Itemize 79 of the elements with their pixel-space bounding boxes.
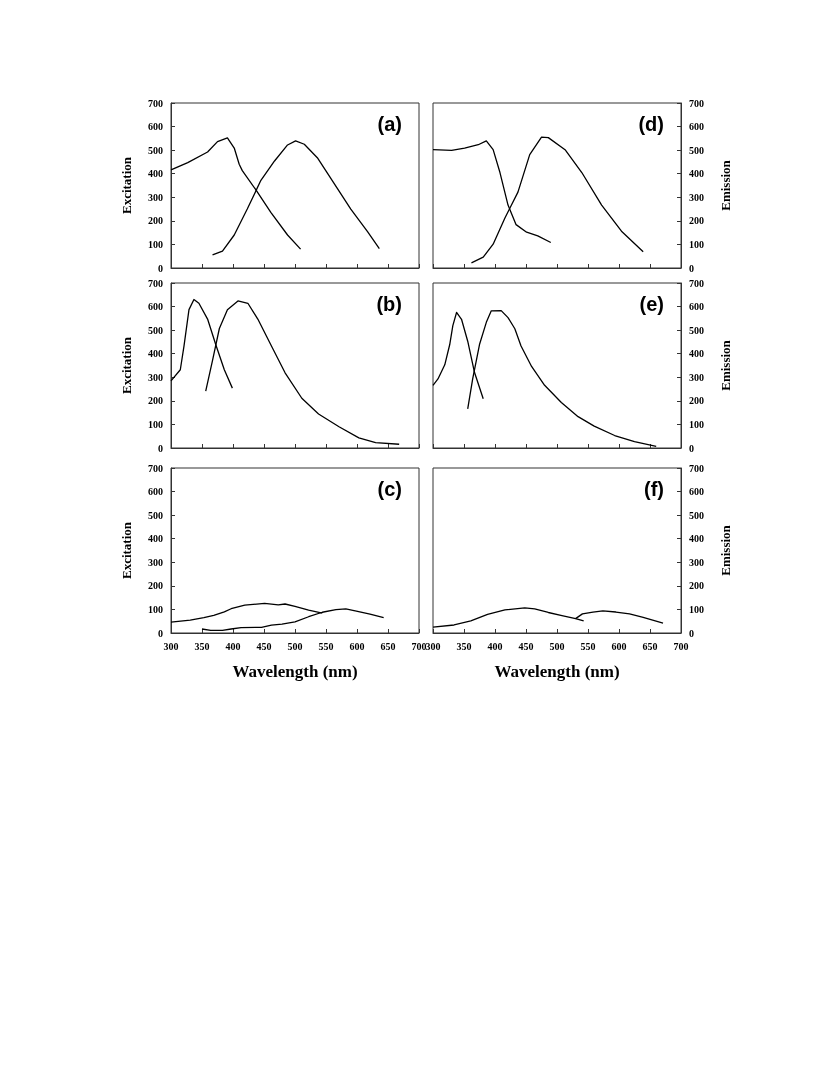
y2-tick-label: 700 (689, 462, 704, 474)
x-axis-title: Wavelength (nm) (232, 662, 358, 681)
y2-axis-title: Emission (718, 339, 733, 391)
y-tick-label: 200 (148, 215, 163, 227)
y-tick-label: 400 (148, 533, 163, 545)
y-tick-label: 200 (148, 395, 163, 407)
x-tick-label: 350 (194, 640, 210, 652)
y2-tick-label: 400 (689, 533, 704, 545)
y2-tick-label: 300 (689, 371, 704, 383)
y-axis-title: Excitation (119, 336, 134, 395)
y2-axis-title: Emission (718, 524, 733, 576)
y-tick-label: 500 (148, 324, 163, 336)
y-tick-label: 300 (148, 371, 163, 383)
y-tick-label: 400 (148, 348, 163, 360)
text: (b) (376, 293, 403, 315)
y2-tick-label: 300 (689, 556, 704, 568)
y2-tick-label: 100 (689, 418, 704, 430)
x-tick-label: 500 (287, 640, 303, 652)
text: (e) (639, 293, 665, 315)
text: (d) (638, 113, 665, 135)
y-tick-label: 700 (148, 97, 163, 109)
x-tick-label: 600 (611, 640, 627, 652)
y-tick-label: 700 (148, 277, 163, 289)
y2-tick-label: 200 (689, 215, 704, 227)
y2-tick-label: 300 (689, 191, 704, 203)
x-axis-title: Wavelength (nm) (494, 662, 620, 681)
y2-tick-label: 200 (689, 395, 704, 407)
y2-tick-label: 700 (689, 277, 704, 289)
y-tick-label: 600 (148, 121, 163, 133)
y-tick-label: 500 (148, 509, 163, 521)
y2-tick-label: 100 (689, 603, 704, 615)
text: (a) (377, 113, 403, 135)
text: (c) (377, 478, 403, 500)
x-tick-label: 450 (518, 640, 534, 652)
x-tick-label: 700 (673, 640, 689, 652)
y2-tick-label: 400 (689, 168, 704, 180)
x-tick-label: 500 (549, 640, 565, 652)
y2-tick-label: 0 (689, 262, 694, 274)
y2-tick-label: 200 (689, 580, 704, 592)
y2-tick-label: 600 (689, 301, 704, 313)
y-tick-label: 0 (158, 442, 163, 454)
y-axis-title: Excitation (119, 521, 134, 580)
y2-tick-label: 100 (689, 238, 704, 250)
y-axis-title: Excitation (119, 156, 134, 215)
text: (f) (644, 478, 664, 500)
y-tick-label: 300 (148, 556, 163, 568)
y-tick-label: 400 (148, 168, 163, 180)
y2-tick-label: 500 (689, 144, 704, 156)
y-tick-label: 100 (148, 603, 163, 615)
x-tick-label: 700 (411, 640, 427, 652)
y2-tick-label: 600 (689, 121, 704, 133)
x-tick-label: 350 (456, 640, 472, 652)
y-tick-label: 300 (148, 191, 163, 203)
y-tick-label: 100 (148, 238, 163, 250)
x-tick-label: 650 (380, 640, 396, 652)
x-tick-label: 550 (580, 640, 596, 652)
x-tick-label: 450 (256, 640, 272, 652)
y-tick-label: 0 (158, 262, 163, 274)
y2-axis-title: Emission (718, 159, 733, 211)
x-tick-label: 400 (225, 640, 241, 652)
y-tick-label: 100 (148, 418, 163, 430)
y-tick-label: 600 (148, 486, 163, 498)
y2-tick-label: 700 (689, 97, 704, 109)
y2-tick-label: 400 (689, 348, 704, 360)
x-tick-label: 600 (349, 640, 365, 652)
x-tick-label: 650 (642, 640, 658, 652)
y2-tick-label: 500 (689, 509, 704, 521)
y2-tick-label: 0 (689, 442, 694, 454)
y-tick-label: 600 (148, 301, 163, 313)
y2-tick-label: 500 (689, 324, 704, 336)
y-tick-label: 0 (158, 627, 163, 639)
x-tick-label: 400 (487, 640, 503, 652)
y-tick-label: 200 (148, 580, 163, 592)
y2-tick-label: 0 (689, 627, 694, 639)
x-tick-label: 550 (318, 640, 334, 652)
x-tick-label: 300 (425, 640, 441, 652)
y-tick-label: 500 (148, 144, 163, 156)
y2-tick-label: 600 (689, 486, 704, 498)
y-tick-label: 700 (148, 462, 163, 474)
